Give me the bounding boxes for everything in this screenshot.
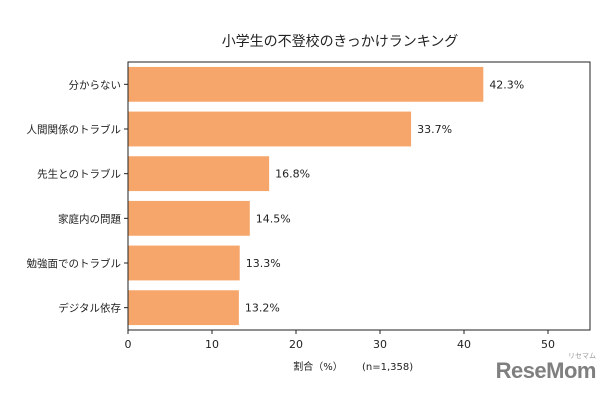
bar-6 [128,290,239,326]
logo-text: ReseMom [495,358,597,383]
logo-mark: リセマム [568,353,596,360]
category-label-4: 家庭内の問題 [58,212,121,225]
axes: 分からない人間関係のトラブル先生とのトラブル家庭内の問題勉強面でのトラブルデジタ… [27,61,591,351]
resemom-logo: ReseMom リセマム [495,353,597,384]
category-label-5: 勉強面でのトラブル [27,257,122,270]
value-label-5: 13.3% [246,257,281,270]
x-axis-label: 割合（%） [293,360,343,373]
category-label-1: 分からない [69,79,122,91]
x-tick-label-5: 40 [457,338,471,351]
category-label-3: 先生とのトラブル [37,168,121,181]
bar-1 [128,66,484,102]
value-label-4: 14.5% [256,212,291,225]
value-label-6: 13.2% [245,302,280,315]
value-label-3: 16.8% [275,168,310,181]
x-tick-label-4: 30 [373,338,387,351]
sample-size-note: (n=1,358) [362,362,413,373]
chart-title: 小学生の不登校のきっかけランキング [222,33,459,50]
bar-2 [128,111,412,147]
bar-3 [128,156,270,192]
bars-layer: 42.3% 33.7% 16.8% 14.5% 13.3% 13.2% [128,66,524,326]
x-tick-label-6: 50 [541,338,555,351]
bar-4 [128,200,250,236]
x-tick-label-2: 10 [205,338,219,351]
category-label-2: 人間関係のトラブル [27,123,122,136]
value-label-1: 42.3% [489,78,524,91]
plot-frame [127,61,591,331]
x-tick-label-1: 0 [125,338,132,351]
value-label-2: 33.7% [417,123,452,136]
bar-5 [128,245,240,281]
x-tick-label-3: 20 [289,338,303,351]
category-label-6: デジタル依存 [58,302,121,315]
